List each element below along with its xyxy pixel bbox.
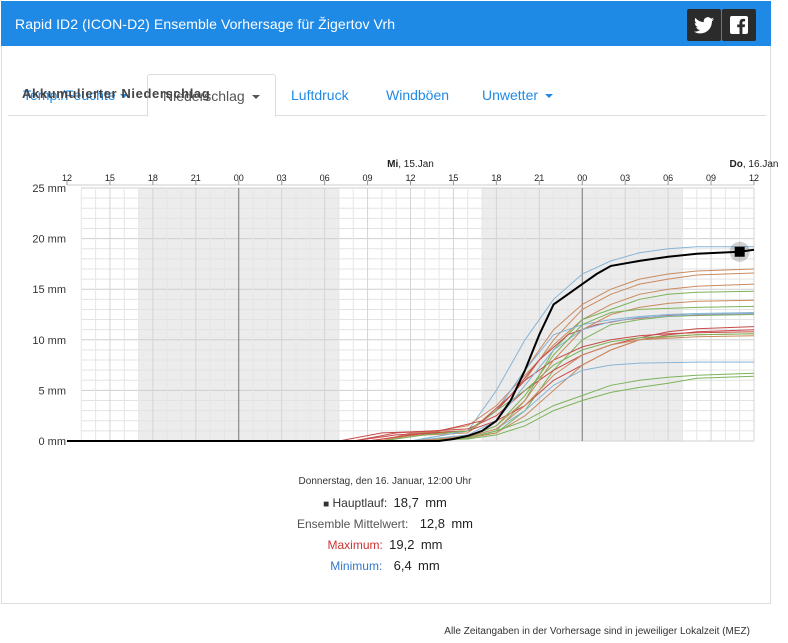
tab-label: Temp./Feuchte [23, 87, 116, 103]
ensemble-member-line [67, 313, 755, 442]
tab-bar: Temp./Feuchte Niederschlag Luftdruck Win… [8, 74, 766, 117]
caret-down-icon [545, 94, 554, 99]
y-tick-label: 20 mm [32, 234, 66, 246]
facebook-button[interactable] [722, 9, 756, 41]
x-tick-label: 03 [620, 173, 630, 183]
page-header: Rapid ID2 (ICON-D2) Ensemble Vorhersage … [1, 1, 771, 46]
x-tick-label: 12 [405, 173, 415, 183]
tab-luftdruck[interactable]: Luftdruck [276, 74, 364, 116]
ensemble-member-line [67, 375, 755, 442]
tab-windboeen[interactable]: Windböen [371, 74, 464, 116]
maximum-unit: mm [420, 537, 443, 552]
tooltip-minimum: Minimum: 6,4 mm [0, 555, 770, 576]
chart-title: Akkumulierter Niederschlag [22, 86, 211, 101]
ensemble-member-line [67, 329, 755, 442]
minimum-unit: mm [418, 558, 440, 573]
x-tick-label: 21 [534, 173, 544, 183]
chart-tooltip: Donnerstag, den 16. Januar, 12:00 Uhr ■ … [0, 476, 770, 576]
caret-down-icon [119, 94, 128, 99]
x-tick-label: 21 [191, 173, 201, 183]
x-tick-label: 15 [105, 173, 115, 183]
main-run-label: Hauptlauf: [332, 496, 388, 510]
x-tick-label: 06 [320, 173, 330, 183]
ensemble-member-line [67, 333, 755, 442]
main-run-value: 18,7 [393, 495, 419, 510]
tooltip-date: Donnerstag, den 16. Januar, 12:00 Uhr [298, 476, 472, 487]
ensemble-member-line [67, 312, 755, 442]
ensemble-mean-unit: mm [451, 516, 474, 531]
x-tick-label: 15 [448, 173, 458, 183]
twitter-icon [694, 16, 714, 33]
x-tick-label: 18 [148, 173, 158, 183]
ensemble-member-line [67, 299, 755, 442]
page-title: Rapid ID2 (ICON-D2) Ensemble Vorhersage … [15, 15, 396, 32]
tooltip-main-run: ■ Hauptlauf: 18,7 mm [0, 492, 770, 513]
maximum-label: Maximum: [327, 538, 383, 552]
x-tick-label: 00 [577, 173, 587, 183]
tab-temp-feuchte[interactable]: Temp./Feuchte [8, 74, 143, 116]
y-tick-label: 5 mm [39, 385, 67, 397]
tab-label: Windböen [386, 87, 450, 103]
ensemble-member-line [67, 268, 755, 442]
y-tick-label: 10 mm [32, 335, 66, 347]
x-tick-label: 06 [663, 173, 673, 183]
tab-label: Niederschlag [163, 88, 245, 104]
x-tick-label: 18 [491, 173, 501, 183]
minimum-value: 6,4 [393, 558, 412, 573]
x-tick-label: 03 [277, 173, 287, 183]
x-tick-label: 00 [234, 173, 244, 183]
main-run-unit: mm [425, 495, 447, 510]
minimum-label: Minimum: [330, 559, 383, 573]
tab-label: Luftdruck [291, 87, 349, 103]
facebook-icon [730, 16, 748, 34]
timezone-note: Alle Zeitangaben in der Vorhersage sind … [444, 626, 750, 637]
tooltip-ensemble-mean: Ensemble Mittelwert: 12,8 mm [0, 513, 770, 534]
main-run-line [67, 248, 755, 442]
twitter-button[interactable] [687, 9, 721, 41]
precipitation-chart[interactable]: 12 15 18 21 00 03 06 09 12 15 18 21 00 03 06 09 12 Mi, 15… [0, 0, 788, 470]
y-tick-label: 0 mm [39, 436, 67, 448]
caret-down-icon [251, 95, 260, 100]
tooltip-maximum: Maximum: 19,2 mm [0, 534, 770, 555]
hover-point [734, 246, 745, 257]
day-label: Mi, 15.Jan [387, 159, 434, 170]
x-tick-label: 12 [749, 173, 759, 183]
ensemble-mean-label: Ensemble Mittelwert: [296, 517, 409, 531]
x-tick-label: 12 [62, 173, 72, 183]
maximum-value: 19,2 [389, 537, 415, 552]
y-tick-label: 15 mm [32, 284, 66, 296]
day-label: Do, 16.Jan [730, 159, 779, 170]
y-tick-label: 25 mm [32, 183, 66, 195]
ensemble-mean-value: 12,8 [419, 516, 445, 531]
tab-label: Unwetter [482, 87, 539, 103]
x-tick-label: 09 [706, 173, 716, 183]
ensemble-member-line [67, 335, 755, 442]
x-tick-label: 09 [363, 173, 373, 183]
tab-niederschlag[interactable]: Niederschlag [147, 74, 276, 117]
main-run-marker: ■ [323, 499, 330, 510]
tab-unwetter[interactable]: Unwetter [467, 74, 568, 116]
